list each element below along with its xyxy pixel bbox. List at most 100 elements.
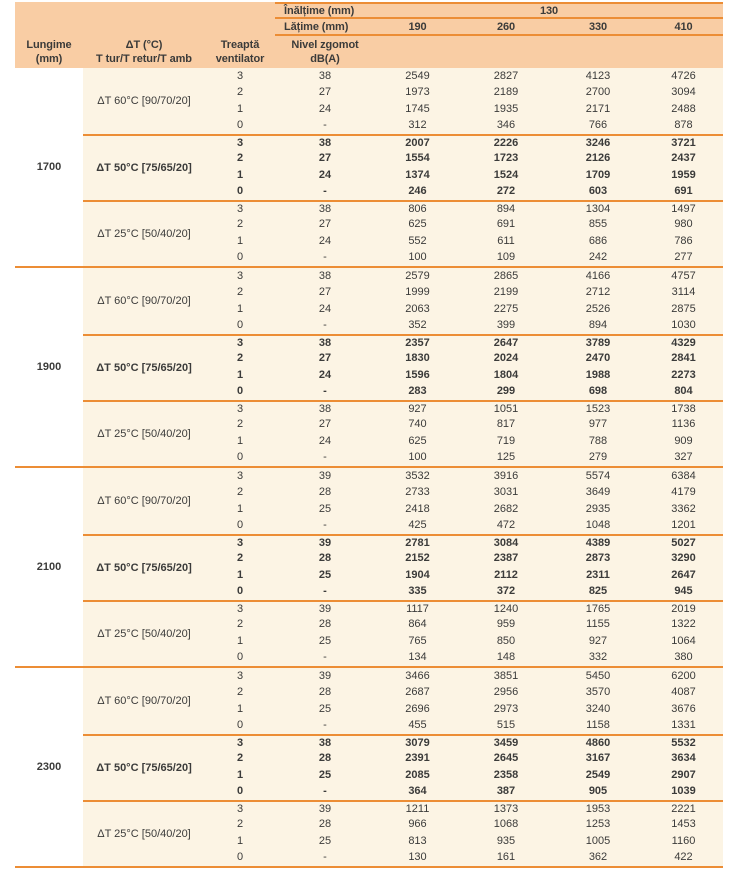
dt-label: ΔT 25°C [50/40/20] — [83, 800, 205, 866]
fan-step-cell: 0 — [236, 585, 244, 598]
output-value-cell: 2781 — [375, 534, 460, 551]
noise-level-cell: 38 — [275, 334, 375, 351]
noise-level-cell: - — [323, 451, 327, 464]
output-value-cell: 2112 — [494, 568, 518, 581]
output-value-cell: 1497 — [644, 200, 723, 217]
noise-level-cell: 25 — [318, 768, 332, 781]
output-value-cell: 855 — [588, 218, 608, 231]
width-column-410: 410 — [674, 20, 693, 33]
output-value-cell: 3916 — [493, 469, 519, 482]
output-value-cell: 1201 — [671, 519, 696, 532]
column-header-nivel-line2: dB(A) — [310, 53, 340, 65]
output-value-cell: 3114 — [671, 286, 696, 299]
noise-level-cell: 24 — [318, 102, 332, 115]
fan-step-cell: 1 — [236, 568, 244, 581]
width-column-190: 190 — [408, 20, 427, 33]
fan-step-cell: 3 — [205, 334, 275, 351]
output-value-cell: 100 — [408, 451, 427, 464]
fan-step-cell: 3 — [236, 269, 244, 282]
output-value-cell: 422 — [674, 851, 693, 864]
output-value-cell: 2549 — [405, 69, 430, 82]
output-value-cell: 2875 — [671, 302, 696, 315]
fan-step-cell: 3 — [205, 600, 275, 617]
output-value-cell: 2682 — [493, 502, 519, 515]
table-body: 1700 ΔT 60°C [90/70/20] 3 38 2549 2827 4123 472… — [15, 68, 723, 868]
output-value-cell: 279 — [588, 451, 608, 464]
noise-level-cell: 38 — [318, 69, 332, 82]
output-value-cell: 1064 — [671, 634, 696, 647]
noise-level-cell: - — [323, 851, 327, 864]
output-value-cell: 686 — [588, 234, 608, 247]
fan-step-cell: 1 — [236, 102, 244, 115]
output-value-cell: 2418 — [405, 502, 430, 515]
output-value-cell: 2085 — [405, 768, 430, 781]
output-value-cell: 4123 — [585, 69, 611, 82]
fan-step-cell: 3 — [205, 734, 275, 751]
output-value-cell: 1738 — [644, 400, 723, 417]
output-value-cell: 1322 — [671, 618, 696, 631]
dt-label: ΔT 60°C [90/70/20] — [97, 294, 191, 307]
output-value-cell: 1160 — [671, 834, 696, 847]
noise-level-cell: - — [323, 651, 327, 664]
output-value-cell: 1331 — [671, 719, 696, 732]
output-value-cell: 878 — [674, 119, 693, 132]
fan-step-cell: 3 — [236, 69, 244, 82]
output-value-cell: 788 — [588, 434, 608, 447]
noise-level-cell: 25 — [318, 568, 332, 581]
output-value-cell: 813 — [408, 834, 427, 847]
noise-level-cell: 38 — [275, 400, 375, 417]
output-value-cell: 1136 — [671, 418, 696, 431]
output-value-cell: 4179 — [671, 486, 696, 499]
output-value-cell: 2311 — [586, 568, 610, 581]
output-value-cell: 2358 — [493, 768, 519, 781]
output-value-cell: 625 — [408, 434, 427, 447]
noise-level-cell: 28 — [318, 752, 332, 765]
output-value-cell: 1804 — [493, 368, 519, 381]
fan-step-cell: 0 — [236, 319, 244, 332]
noise-level-cell: 39 — [275, 534, 375, 551]
output-value-cell: 1988 — [585, 368, 611, 381]
output-value-cell: 2019 — [644, 600, 723, 617]
output-value-cell: 935 — [496, 834, 516, 847]
output-value-cell: 1117 — [375, 600, 460, 617]
row-latime: Lățime (mm) 190 260 330 410 — [275, 19, 723, 36]
output-value-cell: 980 — [674, 218, 693, 231]
output-value-cell: 283 — [408, 385, 427, 398]
output-value-cell: 1709 — [585, 168, 611, 181]
output-value-cell: 1374 — [405, 168, 430, 181]
output-value-cell: 1048 — [585, 519, 611, 532]
fan-step-cell: 2 — [236, 486, 244, 499]
output-value-cell: 2647 — [671, 568, 696, 581]
header-dimensions: Înălțime (mm) 130 Lățime (mm) 190 260 33… — [275, 2, 723, 68]
fan-step-cell: 0 — [236, 851, 244, 864]
output-value-cell: 2549 — [585, 768, 611, 781]
fan-step-cell: 0 — [236, 719, 244, 732]
fan-step-cell: 1 — [236, 834, 244, 847]
noise-level-cell: 24 — [318, 234, 332, 247]
fan-step-cell: 0 — [236, 385, 244, 398]
output-value-cell: 3290 — [671, 552, 696, 565]
output-value-cell: 3084 — [460, 534, 552, 551]
output-value-cell: 2687 — [405, 686, 430, 699]
dt-label: ΔT 50°C [75/65/20] — [83, 334, 205, 400]
noise-level-cell: - — [323, 585, 327, 598]
fan-step-cell: 2 — [236, 352, 244, 365]
output-value-cell: 380 — [674, 651, 693, 664]
output-value-cell: 2226 — [460, 134, 552, 151]
dt-label: ΔT 50°C [75/65/20] — [83, 534, 205, 600]
output-value-cell: 100 — [408, 251, 427, 264]
output-value-cell: 977 — [588, 418, 608, 431]
output-value-cell: 1304 — [552, 200, 644, 217]
output-value-cell: 2275 — [493, 302, 519, 315]
fan-step-cell: 0 — [236, 251, 244, 264]
output-value-cell: 5027 — [644, 534, 723, 551]
output-value-cell: 125 — [496, 451, 516, 464]
noise-level-cell: 27 — [318, 352, 332, 365]
latime-label: Lățime (mm) — [284, 20, 349, 33]
noise-level-cell: 24 — [318, 168, 332, 181]
noise-level-cell: 27 — [318, 86, 332, 99]
output-value-cell: 161 — [496, 851, 516, 864]
column-header-delta-t-line2: T tur/T retur/T amb — [96, 53, 192, 65]
output-value-cell: 5574 — [585, 469, 611, 482]
noise-level-cell: 39 — [318, 669, 332, 682]
